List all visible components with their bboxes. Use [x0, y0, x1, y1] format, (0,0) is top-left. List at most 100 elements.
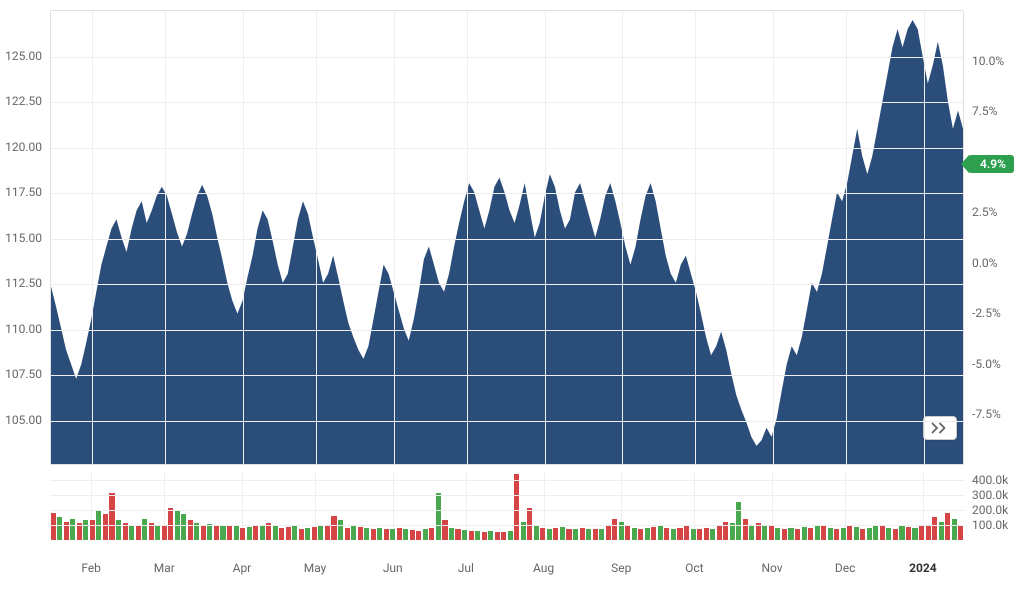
grid-line [51, 57, 963, 58]
x-tick: 2024 [909, 561, 937, 575]
volume-bar [123, 523, 128, 540]
x-tick: Aug [533, 561, 554, 575]
volume-bar [547, 529, 552, 540]
volume-bar [390, 529, 395, 540]
volume-bar [645, 528, 650, 540]
volume-bar [704, 528, 709, 540]
volume-bar [299, 529, 304, 540]
grid-line [545, 11, 546, 464]
volume-bar [51, 513, 56, 540]
volume-bar [612, 519, 617, 540]
grid-line [924, 11, 925, 464]
volume-bar [945, 513, 950, 540]
volume-bar [730, 523, 735, 540]
volume-bar [495, 532, 500, 540]
x-tick: Oct [685, 561, 703, 575]
volume-bar [899, 526, 904, 540]
grid-line [50, 480, 964, 481]
x-tick: Jun [383, 561, 403, 575]
volume-bar [155, 525, 160, 540]
grid-line [165, 11, 166, 464]
price-y-axis-right: -7.5%-5.0%-2.5%0.0%2.5%5.0%7.5%10.0% [966, 10, 1024, 465]
volume-bar [129, 525, 134, 540]
volume-bar [886, 528, 891, 540]
volume-bar [247, 527, 252, 540]
volume-bar [893, 529, 898, 540]
grid-line [394, 11, 395, 464]
volume-bar [625, 526, 630, 540]
y-left-tick: 105.00 [5, 413, 42, 427]
grid-line [316, 11, 317, 464]
volume-bar [162, 526, 167, 540]
grid-line [92, 11, 93, 464]
y-right-tick: -5.0% [972, 357, 1001, 371]
volume-bar [769, 525, 774, 540]
volume-bar [658, 526, 663, 540]
price-chart [50, 10, 964, 465]
y-right-tick: 7.5% [972, 104, 997, 118]
volume-bar [475, 531, 480, 540]
y-left-tick: 107.50 [5, 367, 42, 381]
volume-bar [136, 526, 141, 540]
volume-bar [371, 529, 376, 540]
volume-bar [534, 525, 539, 540]
volume-bar [560, 527, 565, 540]
volume-bar [253, 526, 258, 540]
volume-bar [749, 525, 754, 540]
x-tick: Sep [611, 561, 631, 575]
volume-bar [802, 527, 807, 540]
x-tick: Jul [458, 561, 474, 575]
volume-bar [338, 520, 343, 540]
grid-line [50, 495, 964, 496]
volume-bar [638, 529, 643, 540]
volume-bar [710, 529, 715, 540]
volume-bar [234, 526, 239, 540]
volume-bar [286, 527, 291, 540]
volume-y-tick: 100.0k [972, 518, 1008, 532]
volume-bar [684, 525, 689, 540]
volume-bar [403, 529, 408, 540]
volume-y-tick: 400.0k [972, 473, 1008, 487]
chevrons-right-icon [931, 421, 949, 435]
volume-bar [775, 528, 780, 540]
volume-bar [331, 516, 336, 540]
y-left-tick: 125.00 [5, 49, 42, 63]
grid-line [51, 148, 963, 149]
y-left-tick: 110.00 [5, 322, 42, 336]
volume-bar [325, 526, 330, 540]
volume-bar [351, 526, 356, 540]
volume-bar [926, 526, 931, 540]
grid-line [50, 510, 964, 511]
volume-bar [220, 526, 225, 540]
volume-bar [260, 525, 265, 540]
volume-bar [77, 523, 82, 540]
volume-bar [305, 528, 310, 540]
volume-bar [416, 531, 421, 540]
grid-line [846, 11, 847, 464]
y-right-tick: 10.0% [972, 54, 1004, 68]
volume-bar [423, 529, 428, 540]
x-tick: Mar [154, 561, 175, 575]
volume-bar [906, 527, 911, 540]
volume-bar [782, 529, 787, 540]
grid-line [50, 525, 964, 526]
volume-bar [207, 524, 212, 540]
volume-bar [266, 523, 271, 540]
chart-container [50, 10, 964, 551]
volume-bar [364, 528, 369, 540]
volume-bar [240, 528, 245, 540]
y-left-tick: 112.50 [5, 276, 42, 290]
x-tick: Feb [81, 561, 101, 575]
volume-bar [828, 528, 833, 540]
grid-line [243, 11, 244, 464]
volume-bar [651, 527, 656, 540]
grid-line [622, 11, 623, 464]
volume-bar [188, 520, 193, 540]
volume-bar [788, 528, 793, 540]
price-area-fill [51, 11, 963, 464]
volume-bar [70, 519, 75, 540]
volume-bar [932, 517, 937, 540]
volume-y-axis: 100.0k200.0k300.0k400.0k [966, 472, 1024, 540]
volume-y-tick: 300.0k [972, 488, 1008, 502]
y-right-tick: -2.5% [972, 306, 1001, 320]
